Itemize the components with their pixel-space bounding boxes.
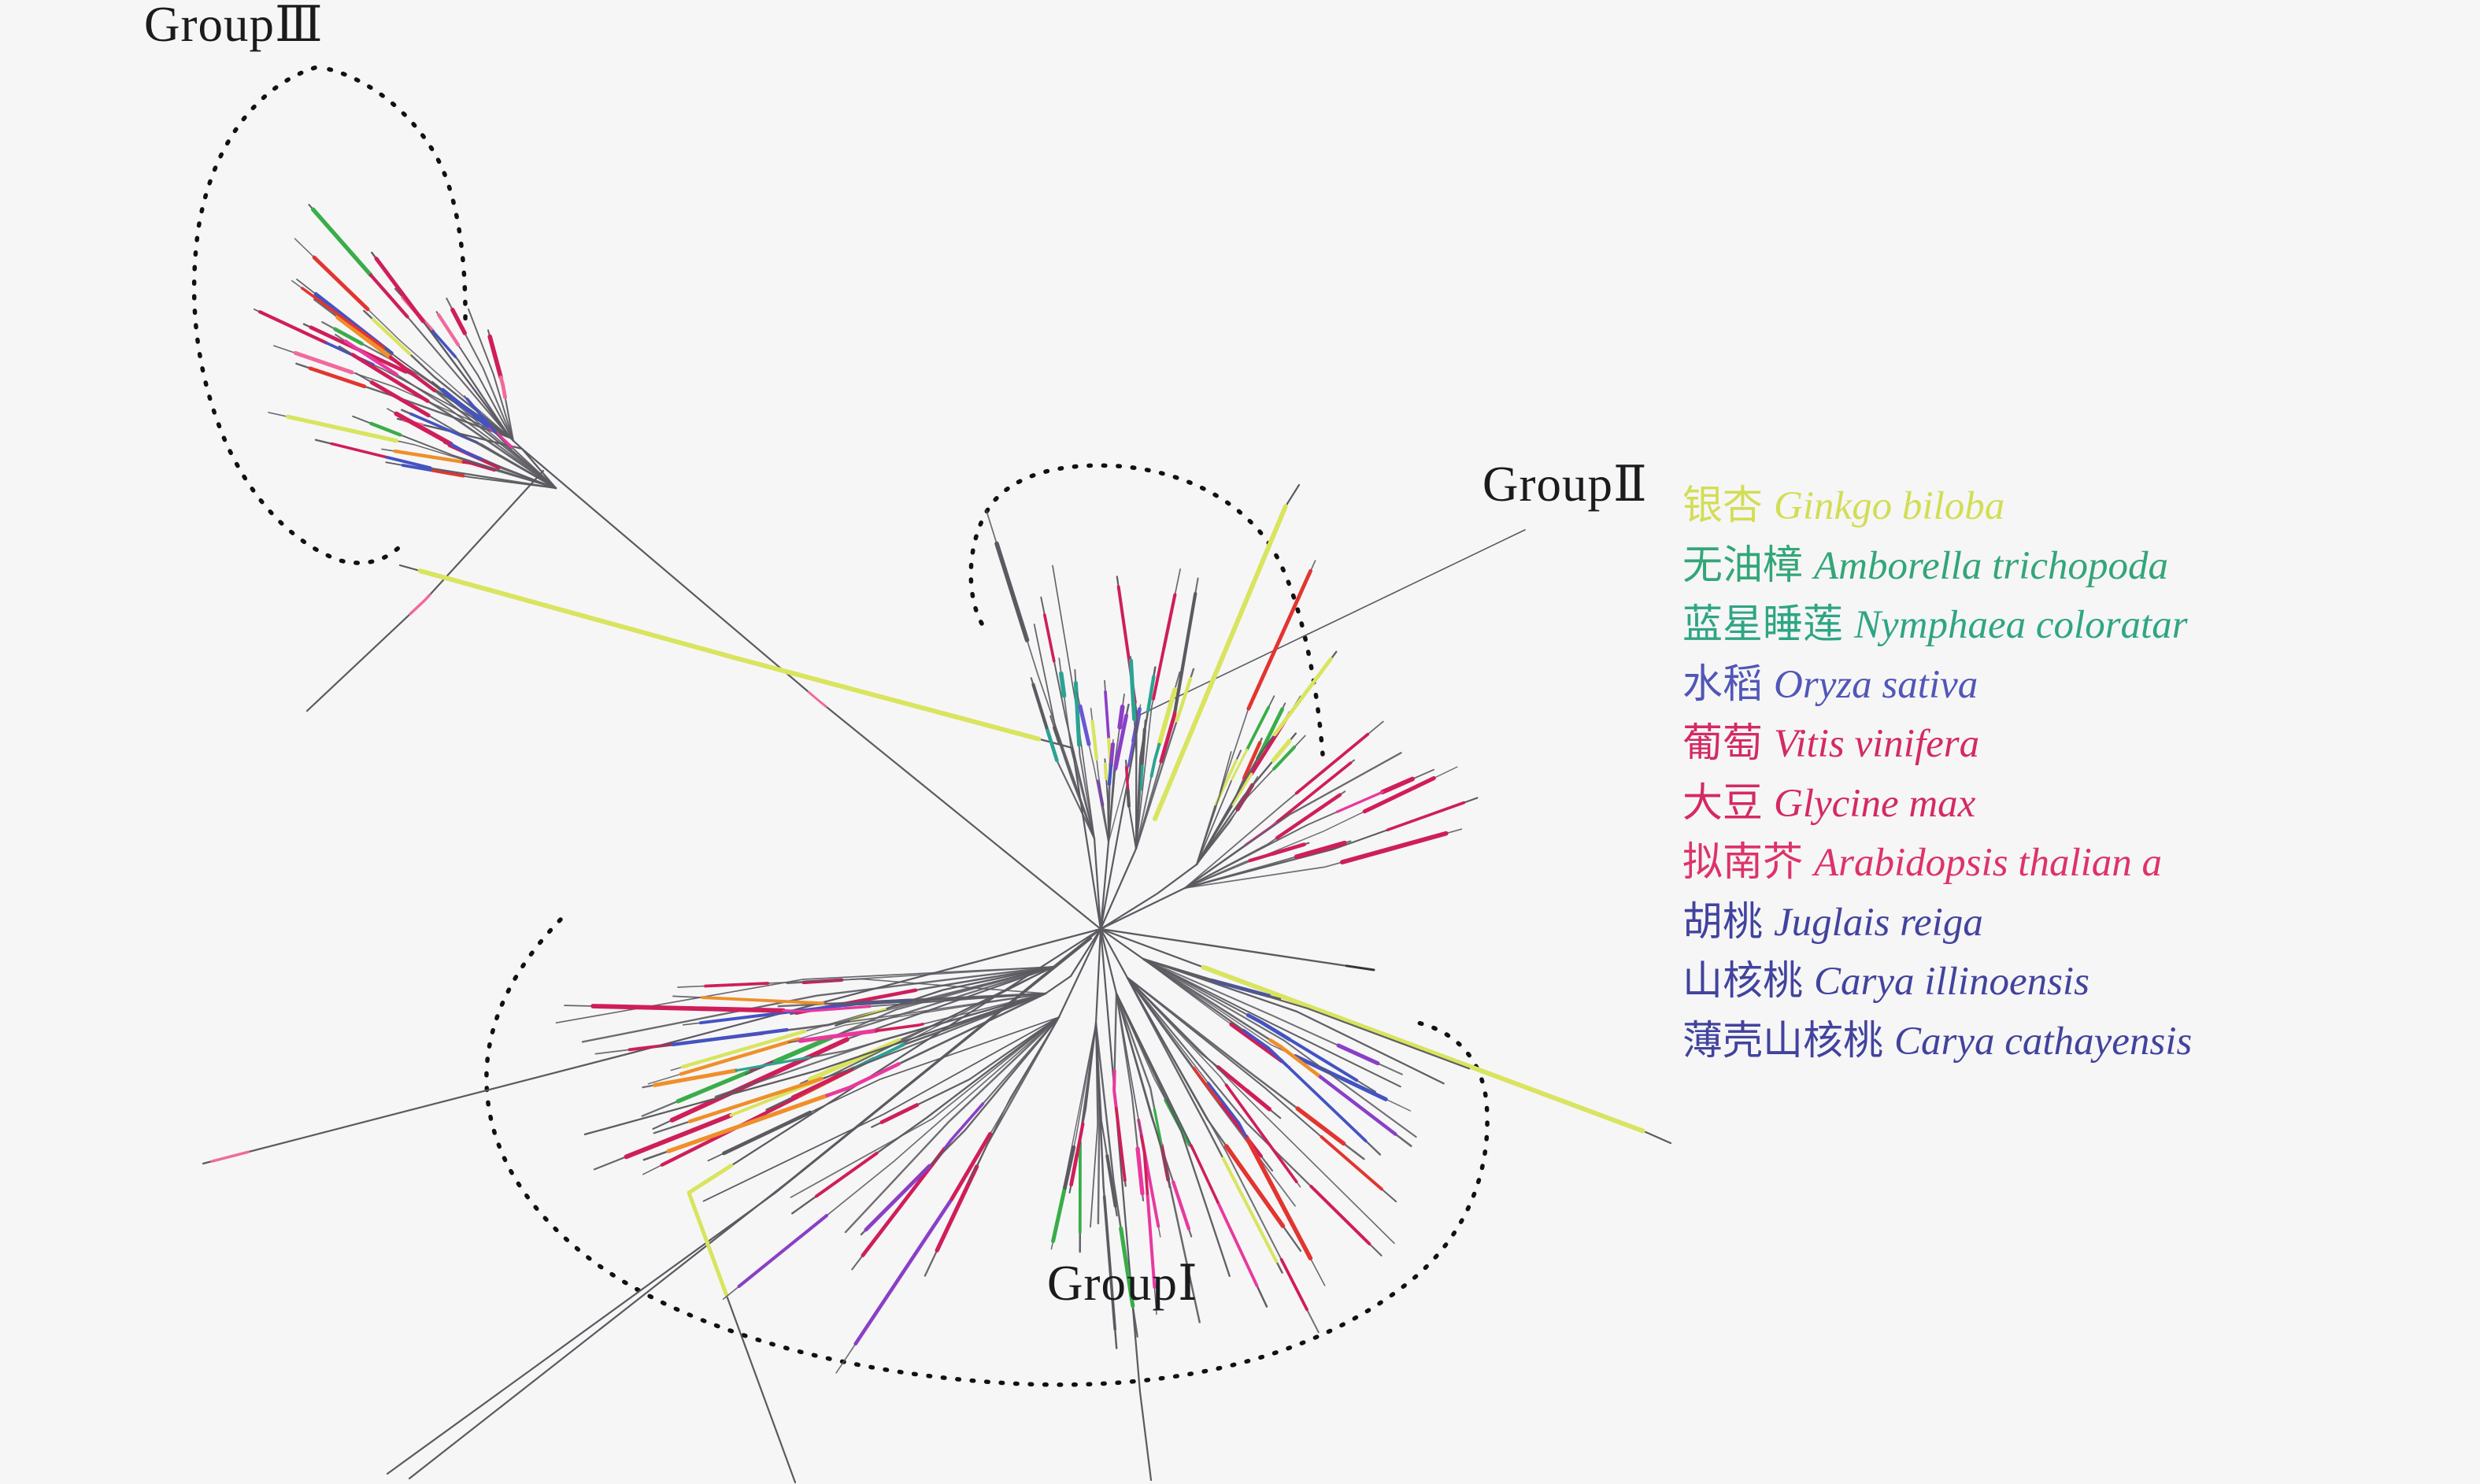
legend-item-ginkgo: 银杏 Ginkgo biloba — [1682, 477, 2192, 537]
group3-ellipse-right — [327, 67, 468, 327]
legend-cn-name: 葡萄 — [1682, 722, 1764, 766]
group3-ellipse-left — [191, 65, 405, 565]
group-ii-label: GroupⅡ — [1482, 457, 1648, 512]
legend-cn-name: 薄壳山核桃 — [1682, 1019, 1884, 1064]
legend-item-oryza: 水稻 Oryza sativa — [1682, 656, 2192, 716]
group-iii-label: GroupⅢ — [144, 0, 324, 52]
legend-item-amborella: 无油樟 Amborella trichopoda — [1682, 537, 2192, 597]
legend-cn-name: 胡桃 — [1682, 900, 1764, 945]
legend-cn-name: 蓝星睡莲 — [1682, 603, 1844, 647]
legend-latin-name: Nymphaea coloratar — [1854, 603, 2188, 647]
legend-item-carya-illinoensis: 山核桃 Carya illinoensis — [1682, 953, 2192, 1012]
legend-latin-name: Glycine max — [1774, 781, 1976, 826]
species-legend: 银杏 Ginkgo biloba 无油樟 Amborella trichopoda … — [1682, 477, 2192, 1071]
legend-latin-name: Carya cathayensis — [1894, 1019, 2193, 1064]
legend-latin-name: Amborella trichopoda — [1814, 543, 2169, 588]
legend-cn-name: 银杏 — [1682, 484, 1764, 528]
legend-latin-name: Oryza sativa — [1774, 662, 1978, 707]
group1-arc — [484, 917, 1490, 1387]
legend-cn-name: 大豆 — [1682, 781, 1764, 826]
legend-cn-name: 水稻 — [1682, 662, 1764, 707]
legend-item-glycine: 大豆 Glycine max — [1682, 775, 2192, 835]
legend-item-carya-cathayensis: 薄壳山核桃 Carya cathayensis — [1682, 1012, 2192, 1072]
legend-item-nymphaea: 蓝星睡莲 Nymphaea coloratar — [1682, 596, 2192, 656]
legend-item-arabidopsis: 拟南芥 Arabidopsis thalian a — [1682, 834, 2192, 894]
legend-latin-name: Carya illinoensis — [1814, 960, 2089, 1004]
legend-cn-name: 山核桃 — [1682, 960, 1804, 1004]
legend-item-juglans: 胡桃 Juglais reiga — [1682, 894, 2192, 953]
legend-latin-name: Ginkgo biloba — [1774, 484, 2005, 528]
legend-item-vitis: 葡萄 Vitis vinifera — [1682, 715, 2192, 775]
legend-latin-name: Vitis vinifera — [1774, 722, 1980, 766]
group-i-label: GroupⅠ — [1047, 1256, 1198, 1311]
legend-cn-name: 拟南芥 — [1682, 841, 1804, 885]
legend-latin-name: Arabidopsis thalian a — [1814, 841, 2163, 885]
legend-latin-name: Juglais reiga — [1774, 900, 1983, 945]
legend-cn-name: 无油樟 — [1682, 543, 1804, 588]
